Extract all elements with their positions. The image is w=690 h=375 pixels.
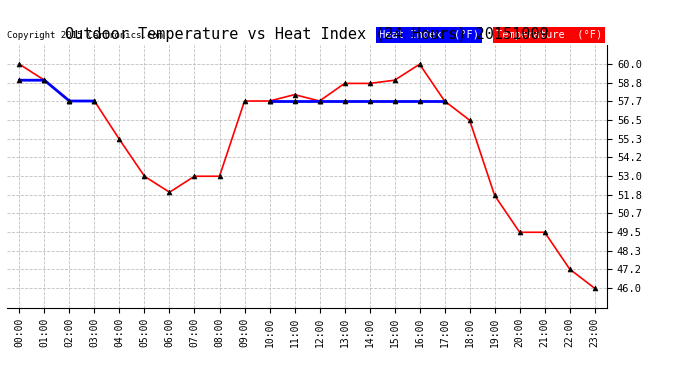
Text: Copyright 2015 Cartronics.com: Copyright 2015 Cartronics.com [7,31,163,40]
Text: Heat Index  (°F): Heat Index (°F) [379,30,479,40]
Text: Temperature  (°F): Temperature (°F) [496,30,602,40]
Title: Outdoor Temperature vs Heat Index (24 Hours) 20151009: Outdoor Temperature vs Heat Index (24 Ho… [66,27,549,42]
